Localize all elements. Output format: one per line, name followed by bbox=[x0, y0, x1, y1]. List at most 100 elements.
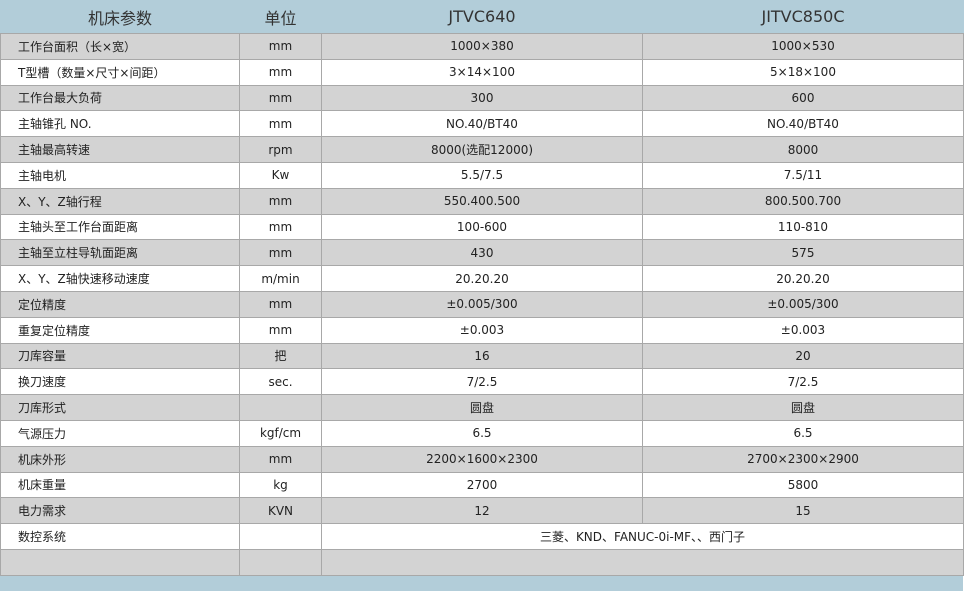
model-2-cell: 575 bbox=[642, 239, 964, 267]
unit-cell: mm bbox=[239, 84, 322, 112]
model-1-cell: 20.20.20 bbox=[321, 265, 643, 292]
unit-cell: kg bbox=[239, 471, 322, 499]
model-1-cell: 300 bbox=[321, 84, 643, 112]
table-row: 机床重量 kg 2700 5800 bbox=[0, 471, 964, 499]
table-row: 主轴锥孔 NO. mm NO.40/BT40 NO.40/BT40 bbox=[0, 110, 964, 138]
unit-cell: sec. bbox=[239, 368, 322, 396]
table-row: 气源压力 kgf/cm 6.5 6.5 bbox=[0, 419, 964, 447]
model-2-cell: 20.20.20 bbox=[642, 265, 964, 292]
unit-cell: mm bbox=[239, 213, 322, 241]
unit-cell: mm bbox=[239, 445, 322, 473]
model-2-cell: 600 bbox=[642, 84, 964, 112]
header-param: 机床参数 bbox=[0, 0, 240, 34]
model-1-cell: 100-600 bbox=[321, 213, 643, 241]
param-cell: 刀库形式 bbox=[0, 394, 240, 421]
param-cell: 工作台最大负荷 bbox=[0, 84, 240, 112]
unit-cell: kgf/cm bbox=[239, 419, 322, 447]
unit-cell: KVN bbox=[239, 497, 322, 525]
unit-cell: mm bbox=[239, 290, 322, 318]
table-row: T型槽（数量×尺寸×间距） mm 3×14×100 5×18×100 bbox=[0, 58, 964, 86]
model-2-cell: 5×18×100 bbox=[642, 58, 964, 86]
model-2-cell: 6.5 bbox=[642, 419, 964, 447]
model-1-cell: 550.400.500 bbox=[321, 187, 643, 215]
model-1-cell: NO.40/BT40 bbox=[321, 110, 643, 138]
table-row: X、Y、Z轴行程 mm 550.400.500 800.500.700 bbox=[0, 187, 964, 215]
unit-cell: m/min bbox=[239, 265, 322, 292]
model-2-cell: ±0.003 bbox=[642, 316, 964, 344]
param-cell: 机床重量 bbox=[0, 471, 240, 499]
model-2-cell: 7.5/11 bbox=[642, 161, 964, 189]
model-1-cell: 12 bbox=[321, 497, 643, 525]
param-cell: 主轴至立柱导轨面距离 bbox=[0, 239, 240, 267]
unit-cell: mm bbox=[239, 33, 322, 60]
model-2-cell: ±0.005/300 bbox=[642, 290, 964, 318]
unit-cell: mm bbox=[239, 110, 322, 138]
param-cell: 换刀速度 bbox=[0, 368, 240, 396]
model-1-cell: 1000×380 bbox=[321, 33, 643, 60]
table-row: 主轴最高转速 rpm 8000(选配12000) 8000 bbox=[0, 136, 964, 163]
model-2-cell: 1000×530 bbox=[642, 33, 964, 60]
model-2-cell: 15 bbox=[642, 497, 964, 525]
param-cell: 刀库容量 bbox=[0, 342, 240, 370]
model-1-cell: 6.5 bbox=[321, 419, 643, 447]
param-cell: 主轴最高转速 bbox=[0, 136, 240, 163]
model-1-cell: 430 bbox=[321, 239, 643, 267]
param-cell: X、Y、Z轴快速移动速度 bbox=[0, 265, 240, 292]
param-cell: 重复定位精度 bbox=[0, 316, 240, 344]
empty-cell bbox=[0, 548, 240, 576]
table-row: 工作台面积（长×宽） mm 1000×380 1000×530 bbox=[0, 33, 964, 60]
table-row: 刀库形式 圆盘 圆盘 bbox=[0, 394, 964, 421]
table-row: X、Y、Z轴快速移动速度 m/min 20.20.20 20.20.20 bbox=[0, 265, 964, 292]
param-cell: 工作台面积（长×宽） bbox=[0, 33, 240, 60]
model-2-cell: 20 bbox=[642, 342, 964, 370]
model-1-cell: 3×14×100 bbox=[321, 58, 643, 86]
model-2-cell: 110-810 bbox=[642, 213, 964, 241]
model-2-cell: 2700×2300×2900 bbox=[642, 445, 964, 473]
param-cell: 电力需求 bbox=[0, 497, 240, 525]
unit-cell: 把 bbox=[239, 342, 322, 370]
param-cell: 数控系统 bbox=[0, 523, 240, 550]
table-row: 主轴至立柱导轨面距离 mm 430 575 bbox=[0, 239, 964, 267]
unit-cell bbox=[239, 523, 322, 550]
empty-cell bbox=[239, 548, 322, 576]
unit-cell: mm bbox=[239, 187, 322, 215]
cnc-value-cell: 三菱、KND、FANUC-0i-MF、、西门子 bbox=[321, 523, 964, 550]
table-row: 刀库容量把 16 20 bbox=[0, 342, 964, 370]
table-row: 主轴头至工作台面距离 mm 100-600 110-810 bbox=[0, 213, 964, 241]
table-header: 机床参数 单位 JTVC640 JITVC850C bbox=[0, 0, 964, 34]
unit-cell: rpm bbox=[239, 136, 322, 163]
table-row: 定位精度 mm ±0.005/300 ±0.005/300 bbox=[0, 290, 964, 318]
table-row: 主轴电机 Kw 5.5/7.5 7.5/11 bbox=[0, 161, 964, 189]
param-cell: 定位精度 bbox=[0, 290, 240, 318]
model-2-cell: 5800 bbox=[642, 471, 964, 499]
table-row: 机床外形 mm 2200×1600×2300 2700×2300×2900 bbox=[0, 445, 964, 473]
empty-cell bbox=[321, 548, 964, 576]
table-row: 重复定位精度 mm ±0.003 ±0.003 bbox=[0, 316, 964, 344]
model-2-cell: 800.500.700 bbox=[642, 187, 964, 215]
unit-cell: mm bbox=[239, 58, 322, 86]
model-1-cell: ±0.003 bbox=[321, 316, 643, 344]
model-2-cell: 圆盘 bbox=[642, 394, 964, 421]
unit-cell: mm bbox=[239, 239, 322, 267]
model-2-cell: 7/2.5 bbox=[642, 368, 964, 396]
model-2-cell: NO.40/BT40 bbox=[642, 110, 964, 138]
param-cell: 主轴锥孔 NO. bbox=[0, 110, 240, 138]
param-cell: 主轴头至工作台面距离 bbox=[0, 213, 240, 241]
empty-row bbox=[0, 548, 964, 576]
model-1-cell: 2200×1600×2300 bbox=[321, 445, 643, 473]
table-row: 数控系统 三菱、KND、FANUC-0i-MF、、西门子 bbox=[0, 523, 964, 550]
model-2-cell: 8000 bbox=[642, 136, 964, 163]
table-row: 换刀速度 sec. 7/2.5 7/2.5 bbox=[0, 368, 964, 396]
param-cell: 气源压力 bbox=[0, 419, 240, 447]
model-1-cell: 圆盘 bbox=[321, 394, 643, 421]
spec-table: 机床参数 单位 JTVC640 JITVC850C 工作台面积（长×宽） mm 10… bbox=[0, 0, 964, 576]
model-1-cell: 7/2.5 bbox=[321, 368, 643, 396]
model-1-cell: 5.5/7.5 bbox=[321, 161, 643, 189]
unit-cell: mm bbox=[239, 316, 322, 344]
param-cell: X、Y、Z轴行程 bbox=[0, 187, 240, 215]
param-cell: 机床外形 bbox=[0, 445, 240, 473]
header-model-1: JTVC640 bbox=[321, 0, 643, 34]
table-row: 电力需求 KVN 12 15 bbox=[0, 497, 964, 525]
table-row: 工作台最大负荷 mm 300 600 bbox=[0, 84, 964, 112]
